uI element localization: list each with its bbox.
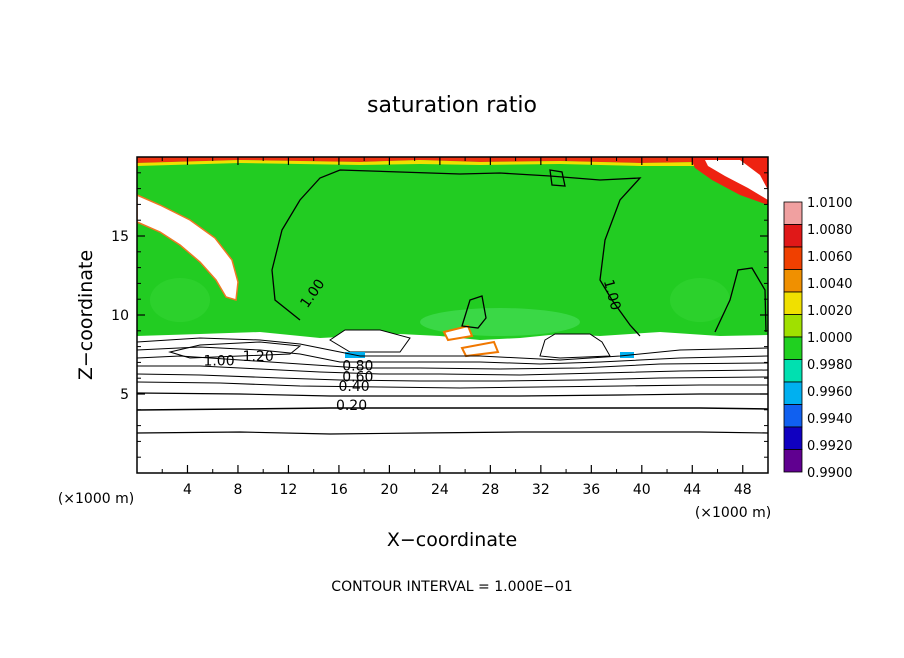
x-tick-label: 32 [532,482,550,498]
contour-interval-note: CONTOUR INTERVAL = 1.000E−01 [331,579,572,595]
x-axis: 4 8 12 16 20 24 28 32 36 40 44 48 [161,157,752,498]
x-tick-label: 28 [481,482,499,498]
contour-line [271,169,642,337]
colorbar-swatch [783,201,803,225]
colorbar-swatch [783,336,803,360]
colorbar-label: 0.9920 [807,439,853,454]
contour-line [461,295,487,329]
colorbar-swatch [783,381,803,405]
x-tick-label: 36 [582,482,600,498]
field-feature-red [460,340,500,358]
colorbar-label: 1.0020 [807,304,853,319]
colorbar-label: 0.9980 [807,358,853,373]
colorbar-label: 1.0100 [807,196,853,211]
contour-line [137,431,768,435]
x-tick-label: 12 [280,482,298,498]
contour-line [549,169,566,187]
contour-label: 1.20 [243,349,274,365]
contour-line [137,373,768,382]
field-feature-dot [503,349,509,355]
colorbar-swatch [783,449,803,473]
field-cloud-blob [539,333,611,359]
colorbar-label: 0.9960 [807,385,853,400]
contour-line [137,365,768,376]
colorbar-swatch [783,224,803,248]
colorbar-swatch [783,404,803,428]
colorbar-label: 0.9940 [807,412,853,427]
colorbar-swatch [783,314,803,338]
y-tick-label: 5 [120,387,129,403]
contour-label: 0.80 [342,358,373,374]
contour-lines [137,169,768,435]
x-tick-label: 48 [734,482,752,498]
y-tick-label: 15 [111,229,129,245]
colorbar-swatch [783,291,803,315]
colorbar-swatch [783,269,803,293]
colorbar-label: 1.0040 [807,277,853,292]
contour-label: 0.60 [342,369,373,385]
x-tick-label: 8 [233,482,242,498]
field-light-blob [150,278,210,322]
colorbar-label: 1.0080 [807,223,853,238]
field-top-band-yellow [137,160,768,171]
contour-line [137,392,768,397]
x-unit-label: (×1000 m) [695,505,771,521]
contour-line [137,407,768,411]
colorbar-label: 1.0060 [807,250,853,265]
field-dry-streak [137,194,239,301]
field-top-band [137,157,768,168]
field-upper-right-patch-white [705,160,768,200]
contour-labels: 1.00 1.001.00 1.200.800.600.400.20 [203,276,623,413]
z-unit-label: (×1000 m) [58,491,134,507]
field-green-region [137,157,768,340]
x-tick-label: 16 [330,482,348,498]
contour-line [137,346,768,365]
colorbar-swatch [783,426,803,450]
y-axis: 5 10 15 [111,172,768,458]
x-tick-label: 20 [380,482,398,498]
contour-label: 1.00 [600,278,624,312]
chart-title: saturation ratio [367,93,537,118]
x-tick-label: 24 [431,482,449,498]
contour-label: 0.40 [338,379,369,395]
contour-line [137,337,768,361]
x-tick-label: 44 [683,482,701,498]
x-axis-label: X−coordinate [387,529,517,551]
y-tick-label: 10 [111,308,129,324]
colorbar: 1.0100 1.0080 1.0060 1.0040 1.0020 1.0000 0.99… [783,196,853,481]
colorbar-swatch [783,359,803,383]
plot-area [137,157,768,473]
colorbar-swatch [783,246,803,270]
contour-line [714,267,767,333]
contour-line [137,355,768,370]
contour-label: 1.00 [203,354,234,370]
x-tick-label: 40 [633,482,651,498]
y-axis-label: Z−coordinate [75,250,97,380]
x-tick-label: 4 [183,482,192,498]
colorbar-label: 0.9900 [807,466,853,481]
contour-label: 0.20 [336,398,367,414]
field-light-blob [670,278,730,322]
field-feature-red [442,324,474,342]
contour-line [137,381,768,389]
colorbar-label: 1.0000 [807,331,853,346]
contour-line [168,341,302,359]
